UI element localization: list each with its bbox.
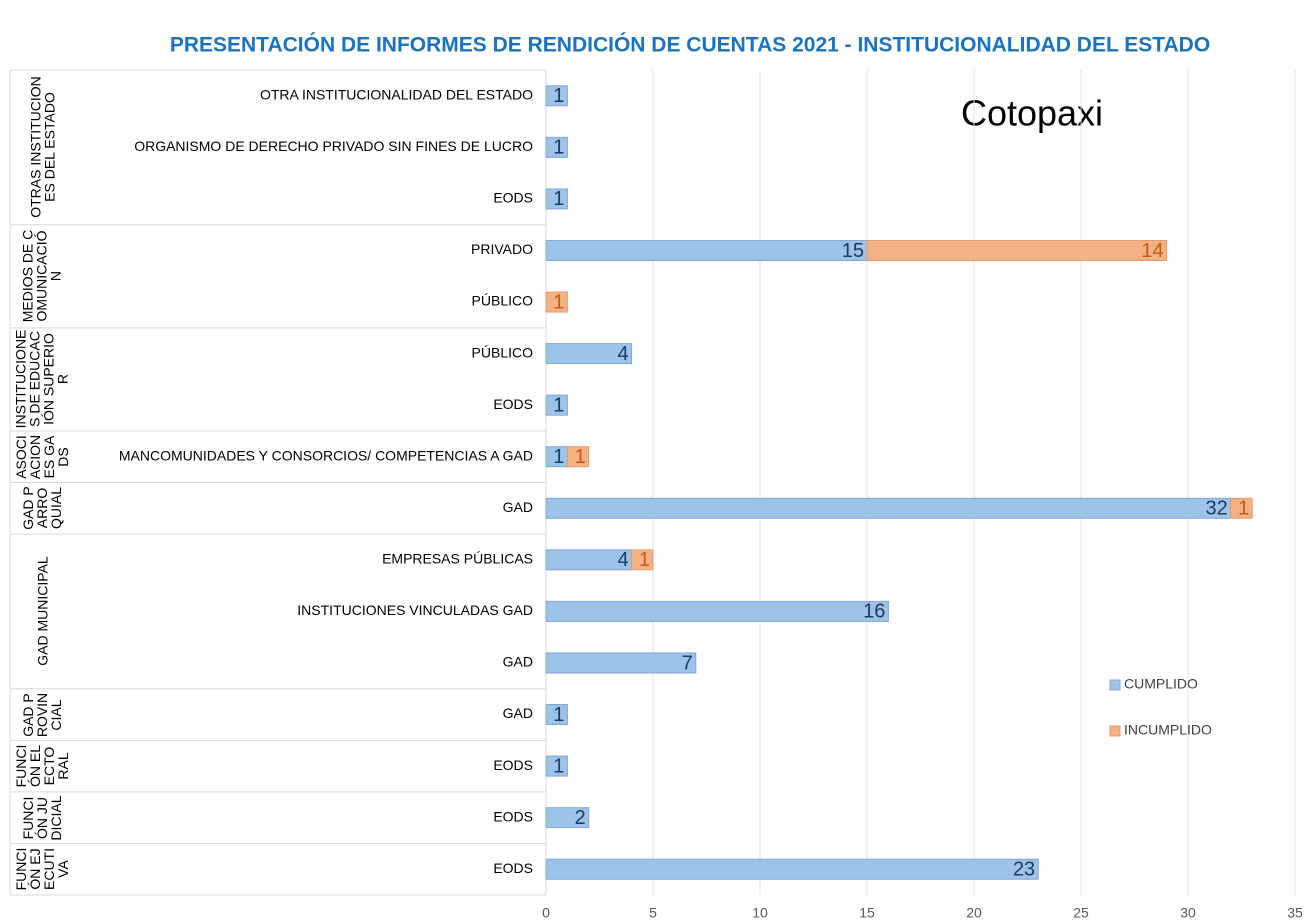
y-tick-label: MANCOMUNIDADES Y CONSORCIOS/ COMPETENCIA… bbox=[119, 447, 533, 463]
value-label: 4 bbox=[617, 549, 628, 571]
value-label: 7 bbox=[682, 652, 693, 674]
bar bbox=[866, 239, 1168, 261]
value-label: 1 bbox=[553, 755, 564, 777]
bar bbox=[545, 291, 568, 313]
bar bbox=[545, 343, 633, 365]
value-label: 32 bbox=[1206, 498, 1228, 520]
group-label: GAD PARROQUIAL bbox=[20, 486, 64, 531]
y-tick-label: PÚBLICO bbox=[472, 293, 534, 309]
group-label: INSTITUCIONES DE EDUCACIÓN SUPERIOR bbox=[13, 329, 71, 429]
legend-label: CUMPLIDO bbox=[1124, 676, 1198, 692]
bar bbox=[545, 652, 697, 674]
bar bbox=[545, 858, 1039, 880]
legend-swatch bbox=[1109, 725, 1121, 737]
bar bbox=[545, 85, 568, 107]
bar bbox=[545, 704, 568, 726]
bar bbox=[1230, 497, 1253, 519]
value-label: 1 bbox=[1238, 498, 1249, 520]
y-tick-label: GAD bbox=[503, 654, 533, 670]
value-label: 1 bbox=[553, 704, 564, 726]
value-label: 1 bbox=[553, 137, 564, 159]
x-tick-label: 30 bbox=[1180, 905, 1196, 921]
group-label: FUNCIÓN ELECTORAL bbox=[13, 744, 71, 788]
x-tick-label: 20 bbox=[966, 905, 982, 921]
value-label: 1 bbox=[553, 446, 564, 468]
y-tick-label: GAD bbox=[503, 499, 533, 515]
y-tick-label: EODS bbox=[493, 860, 533, 876]
bar bbox=[566, 446, 590, 468]
y-tick-label: EODS bbox=[493, 808, 533, 824]
value-label: 23 bbox=[1013, 859, 1035, 881]
group-label: OTRAS INSTITUCIONES DEL ESTADO bbox=[27, 76, 57, 219]
value-label: 14 bbox=[1141, 240, 1163, 262]
value-label: 1 bbox=[553, 188, 564, 210]
value-label: 4 bbox=[617, 343, 628, 365]
group-label: FUNCIÓN EJECUTIVA bbox=[13, 847, 71, 891]
y-tick-label: EODS bbox=[493, 757, 533, 773]
y-tick-label: EMPRESAS PÚBLICAS bbox=[382, 551, 533, 567]
value-label: 1 bbox=[575, 446, 586, 468]
y-tick-label: PÚBLICO bbox=[472, 344, 534, 360]
group-label: GAD MUNICIPAL bbox=[34, 556, 50, 667]
x-tick-label: 15 bbox=[859, 905, 875, 921]
y-tick-label: EODS bbox=[493, 396, 533, 412]
value-label: 1 bbox=[553, 394, 564, 416]
bar bbox=[545, 394, 568, 416]
bar bbox=[545, 807, 590, 829]
x-tick-label: 5 bbox=[649, 905, 657, 921]
value-label: 2 bbox=[575, 807, 586, 829]
group-label: FUNCIÓN JUDICIAL bbox=[20, 795, 64, 841]
value-label: 16 bbox=[863, 601, 885, 623]
x-tick-label: 25 bbox=[1073, 905, 1089, 921]
value-label: 15 bbox=[842, 240, 864, 262]
value-label: 1 bbox=[639, 549, 650, 571]
group-label: ASOCIACIONES GADS bbox=[13, 434, 71, 479]
legend-label: INCUMPLIDO bbox=[1124, 722, 1212, 738]
bar bbox=[545, 188, 568, 210]
bar bbox=[545, 136, 568, 158]
y-tick-label: GAD bbox=[503, 705, 533, 721]
x-tick-label: 35 bbox=[1287, 905, 1303, 921]
bar bbox=[545, 755, 568, 777]
group-label: MEDIOS DE COMUNICACIÓN bbox=[20, 229, 64, 323]
y-tick-label: INSTITUCIONES VINCULADAS GAD bbox=[297, 602, 533, 618]
x-tick-label: 10 bbox=[752, 905, 768, 921]
bar bbox=[545, 600, 889, 622]
y-tick-label: ORGANISMO DE DERECHO PRIVADO SIN FINES D… bbox=[134, 138, 533, 154]
x-tick-label: 0 bbox=[542, 905, 550, 921]
y-tick-label: PRIVADO bbox=[471, 241, 533, 257]
chart-title: PRESENTACIÓN DE INFORMES DE RENDICIÓN DE… bbox=[170, 33, 1210, 57]
value-label: 1 bbox=[553, 85, 564, 107]
bar bbox=[545, 497, 1232, 519]
bar bbox=[545, 239, 868, 261]
value-label: 1 bbox=[553, 291, 564, 313]
bar bbox=[631, 549, 654, 571]
y-tick-label: EODS bbox=[493, 190, 533, 206]
legend-swatch bbox=[1109, 679, 1121, 691]
y-tick-label: OTRA INSTITUCIONALIDAD DEL ESTADO bbox=[260, 86, 533, 102]
annotation: Cotopaxi bbox=[961, 93, 1103, 134]
group-label: GAD PROVINCIAL bbox=[20, 692, 64, 737]
